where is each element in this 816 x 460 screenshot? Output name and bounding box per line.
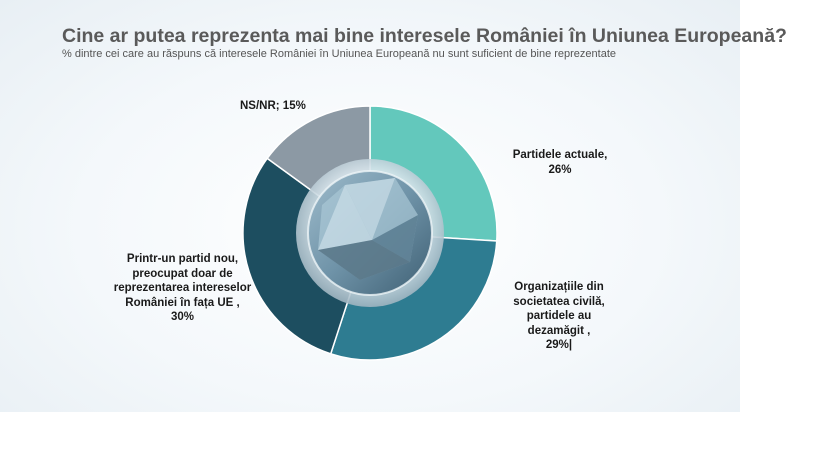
label-partidele-actuale: Partidele actuale, 26% bbox=[512, 149, 608, 176]
label-partid-nou: Printr-un partid nou, preocupat doar de re… bbox=[113, 253, 252, 323]
label-ns-nr: NS/NR; 15% bbox=[240, 100, 306, 112]
label-organizatii-civile: Organizațiile din societatea civilă, parti… bbox=[513, 281, 605, 351]
chart-subtitle: % dintre cei care au răspuns că interese… bbox=[62, 48, 617, 60]
center-ring bbox=[296, 159, 444, 307]
chart-title: Cine ar putea reprezenta mai bine intere… bbox=[62, 25, 787, 47]
